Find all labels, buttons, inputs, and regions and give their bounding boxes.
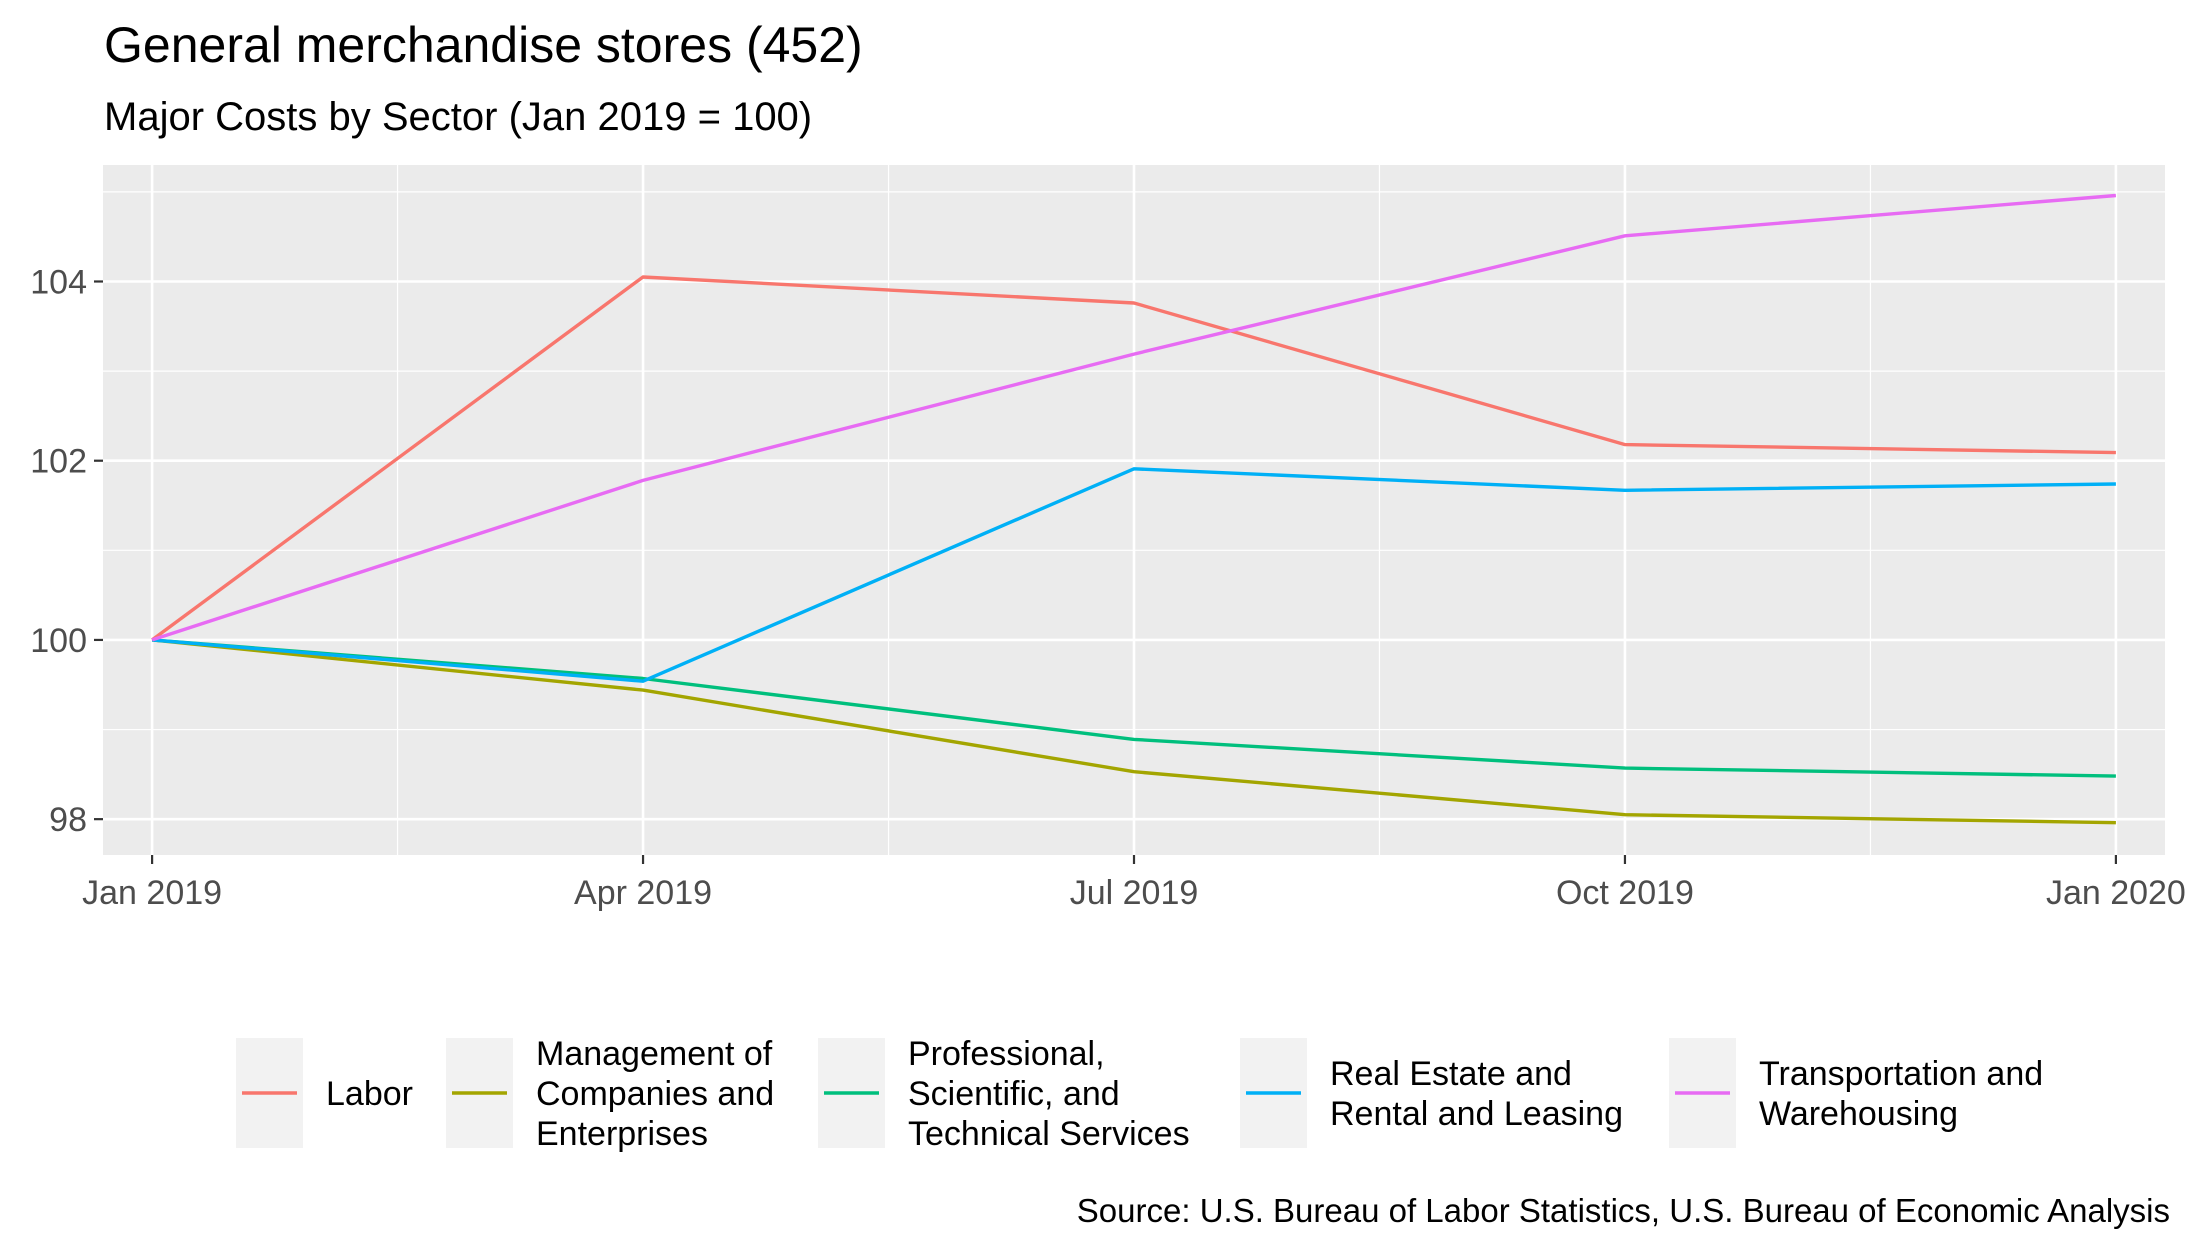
chart-title: General merchandise stores (452) — [104, 17, 863, 73]
legend-item-3: Real Estate and Rental and Leasing — [1240, 1038, 1623, 1148]
y-tick-label: 100 — [30, 622, 87, 660]
series-layer — [151, 193, 2117, 825]
axes: 98 100 102 104 Jan 2019 Apr 2019 Jul 2019 Oct 2… — [30, 263, 2186, 912]
chart-subtitle: Major Costs by Sector (Jan 2019 = 100) — [104, 95, 812, 139]
series-line-1 — [151, 638, 2116, 825]
series-line-4 — [151, 193, 2117, 642]
x-tick-label: Jan 2019 — [82, 874, 222, 912]
legend-label-0: Labor — [326, 1075, 413, 1113]
legend-label-3: Real Estate and Rental and Leasing — [1330, 1055, 1623, 1133]
y-tick-label: 102 — [30, 443, 87, 481]
x-tick-label: Oct 2019 — [1556, 874, 1694, 912]
legend-item-1: Management of Companies and Enterprises — [446, 1035, 774, 1153]
legend-item-2: Professional, Scientific, and Technical Se… — [818, 1035, 1190, 1153]
legend: Labor Management of Companies and Enterpris… — [236, 1035, 2043, 1153]
y-tick-label: 98 — [49, 801, 87, 839]
series-line-3 — [151, 467, 2116, 683]
x-tick-label: Jan 2020 — [2046, 874, 2186, 912]
x-tick-label: Jul 2019 — [1070, 874, 1199, 912]
legend-label-2: Professional, Scientific, and Technical Se… — [908, 1035, 1190, 1153]
legend-item-4: Transportation and Warehousing — [1669, 1038, 2043, 1148]
x-tick-label: Apr 2019 — [574, 874, 712, 912]
series-line-0 — [151, 275, 2116, 642]
chart-caption: Source: U.S. Bureau of Labor Statistics,… — [1077, 1192, 2170, 1229]
legend-label-1: Management of Companies and Enterprises — [536, 1035, 774, 1153]
legend-label-4: Transportation and Warehousing — [1759, 1055, 2043, 1133]
y-tick-label: 104 — [30, 263, 87, 301]
series-line-2 — [151, 638, 2116, 778]
plot-panel — [103, 165, 2165, 855]
legend-item-0: Labor — [236, 1038, 413, 1148]
